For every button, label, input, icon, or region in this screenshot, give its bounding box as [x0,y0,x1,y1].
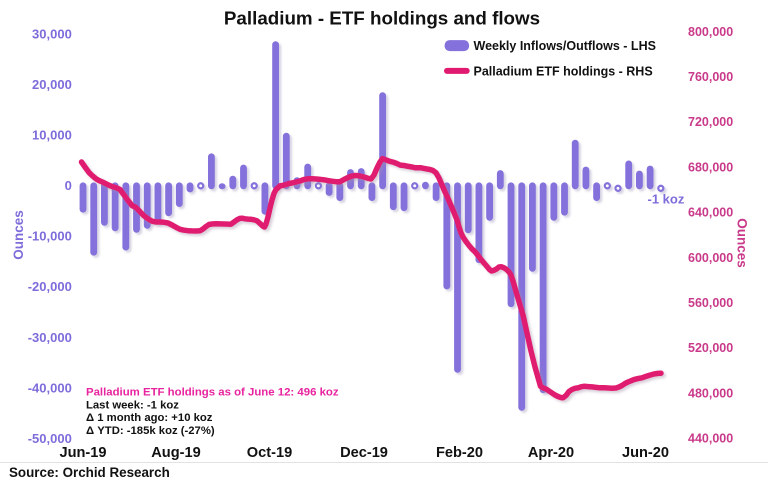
svg-text:Palladium ETF holdings - RHS: Palladium ETF holdings - RHS [474,64,653,78]
svg-text:Dec-19: Dec-19 [340,445,388,461]
svg-text:480,000: 480,000 [688,386,733,400]
svg-text:Ounces: Ounces [735,218,750,268]
svg-text:0: 0 [65,178,72,193]
svg-text:Ounces: Ounces [11,210,26,260]
svg-text:10,000: 10,000 [32,128,72,143]
svg-text:Jun-20: Jun-20 [622,445,669,461]
svg-text:Aug-19: Aug-19 [151,445,200,461]
svg-text:Apr-20: Apr-20 [528,445,574,461]
svg-text:30,000: 30,000 [32,27,72,42]
svg-text:Jun-19: Jun-19 [59,445,106,461]
svg-text:760,000: 760,000 [688,70,733,84]
svg-text:640,000: 640,000 [688,206,733,220]
svg-text:Palladium - ETF holdings and f: Palladium - ETF holdings and flows [224,8,540,29]
svg-text:-1 koz: -1 koz [648,192,685,207]
svg-text:Palladium ETF holdings as of J: Palladium ETF holdings as of June 12: 49… [86,387,339,399]
svg-text:520,000: 520,000 [688,341,733,355]
svg-text:-20,000: -20,000 [28,279,72,294]
svg-text:-10,000: -10,000 [28,229,72,244]
svg-text:20,000: 20,000 [32,77,72,92]
svg-text:720,000: 720,000 [688,115,733,129]
svg-text:Last week: -1 koz: Last week: -1 koz [86,400,179,412]
svg-text:-50,000: -50,000 [28,431,72,446]
svg-text:Δ 1 month ago: +10 koz: Δ 1 month ago: +10 koz [86,412,213,424]
svg-text:440,000: 440,000 [688,432,733,446]
svg-text:Feb-20: Feb-20 [436,445,483,461]
svg-text:800,000: 800,000 [688,25,733,39]
svg-text:-40,000: -40,000 [28,380,72,395]
svg-text:680,000: 680,000 [688,160,733,174]
svg-text:600,000: 600,000 [688,251,733,265]
svg-text:Δ YTD: -185k koz (-27%): Δ YTD: -185k koz (-27%) [86,425,215,437]
svg-text:Oct-19: Oct-19 [247,445,292,461]
svg-text:-30,000: -30,000 [28,330,72,345]
svg-text:Source: Orchid Research: Source: Orchid Research [9,465,170,480]
svg-text:560,000: 560,000 [688,296,733,310]
svg-text:Weekly Inflows/Outflows - LHS: Weekly Inflows/Outflows - LHS [474,39,656,53]
